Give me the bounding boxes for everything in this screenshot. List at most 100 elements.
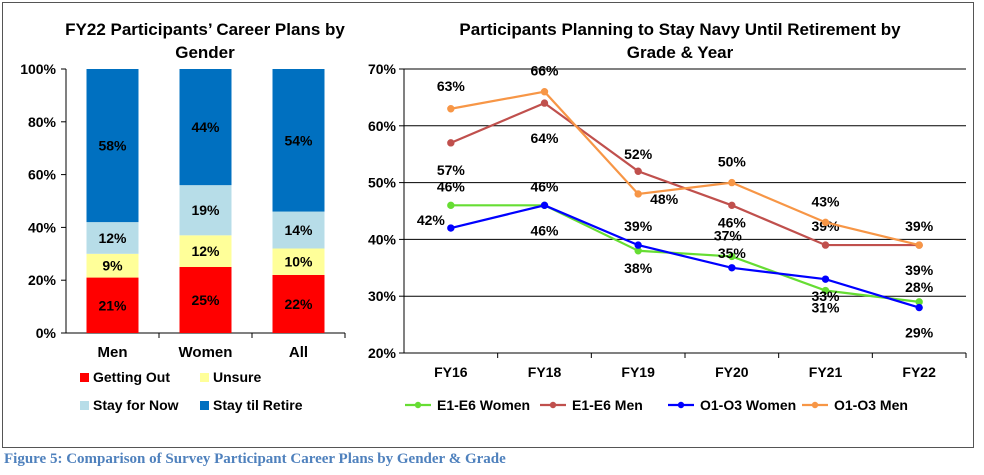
chart2-data-label: 46% <box>437 178 466 194</box>
chart1-legend-label: Unsure <box>213 369 261 385</box>
chart2-title-line2: Grade & Year <box>627 43 734 62</box>
chart2-data-point <box>540 99 549 107</box>
chart1-data-label: 21% <box>98 297 127 313</box>
chart2-y-tick-label: 20% <box>368 345 397 361</box>
chart1-title-line2: Gender <box>175 43 235 62</box>
chart2-data-label: 43% <box>811 193 840 209</box>
chart1-y-tick-label: 80% <box>28 114 57 130</box>
chart2-y-tick-label: 70% <box>368 61 397 77</box>
chart1-data-label: 9% <box>102 258 123 274</box>
chart2-data-label: 63% <box>437 78 466 94</box>
chart1-title-line1: FY22 Participants’ Career Plans by <box>65 20 345 39</box>
chart2-data-label: 39% <box>624 218 653 234</box>
chart2-x-tick-label: FY19 <box>621 364 655 380</box>
chart2-data-label: 57% <box>437 162 466 178</box>
chart2-data-label: 31% <box>811 300 840 316</box>
chart2-data-label: 66% <box>530 63 559 79</box>
chart1-legend-swatch <box>80 401 89 410</box>
chart2-x-tick-label: FY16 <box>434 364 468 380</box>
chart2-y-tick-label: 40% <box>368 231 397 247</box>
chart2-y-tick-label: 60% <box>368 118 397 134</box>
chart1-bar-segment <box>86 253 139 278</box>
chart2-title-line1: Participants Planning to Stay Navy Until… <box>459 20 901 39</box>
chart2-legend-marker <box>414 401 422 409</box>
chart2-series-line <box>450 90 920 247</box>
chart2-data-label: 38% <box>624 260 653 276</box>
chart1-data-label: 14% <box>284 222 313 238</box>
chart1-y-tick-label: 40% <box>28 219 57 235</box>
chart2-data-label: 33% <box>811 288 840 304</box>
chart2-x-tick-label: FY18 <box>528 364 562 380</box>
chart2-data-point <box>447 139 455 147</box>
chart2-x-tick-label: FY21 <box>809 364 843 380</box>
chart2-series-line <box>450 204 920 303</box>
figure-frame <box>2 2 974 448</box>
chart2-data-label: 29% <box>905 325 934 341</box>
chart1-bar-segment <box>179 235 232 267</box>
chart2-legend-label: O1-O3 Men <box>834 397 908 413</box>
chart1-data-label: 58% <box>98 138 127 154</box>
charts-canvas: FY22 Participants’ Career Plans by Gender… <box>20 20 967 413</box>
chart2-data-label: 52% <box>624 146 653 162</box>
chart1-data-label: 19% <box>191 202 220 218</box>
chart2-series-line <box>450 101 920 247</box>
chart2-data-point <box>634 190 642 198</box>
chart1-bar-segment <box>179 267 232 333</box>
chart2-legend-label: E1-E6 Women <box>437 397 530 413</box>
chart2-legend-label: O1-O3 Women <box>700 397 796 413</box>
chart1-bar-segment <box>86 222 139 254</box>
chart2-data-point <box>915 241 923 249</box>
chart2-data-label: 39% <box>905 218 934 234</box>
chart1-x-tick-label: All <box>289 344 308 361</box>
chart1-y-tick-label: 100% <box>20 61 56 77</box>
chart2-data-label: 46% <box>530 178 559 194</box>
figure-caption: Figure 5: Comparison of Survey Participa… <box>4 451 506 467</box>
chart1-y-tick-label: 20% <box>28 272 57 288</box>
chart1-legend-swatch <box>200 373 209 382</box>
chart2-data-point <box>728 201 736 210</box>
chart2-data-label: 35% <box>718 245 747 261</box>
chart1-data-label: 54% <box>284 132 313 148</box>
chart1-bar-segment <box>179 185 232 236</box>
chart2-legend-marker <box>677 401 685 409</box>
chart1-y-tick-label: 60% <box>28 167 57 183</box>
chart2-data-label: 46% <box>718 214 747 230</box>
chart2-series-line <box>450 204 920 309</box>
chart1-bar-segment <box>272 69 325 212</box>
chart2-data-point <box>821 275 830 283</box>
chart2-data-label: 50% <box>718 154 747 170</box>
chart2-data-point <box>728 264 736 272</box>
chart2-data-point <box>821 286 830 295</box>
chart1-bar-segment <box>272 248 325 275</box>
chart2-data-label: 46% <box>530 222 559 238</box>
chart1-data-label: 12% <box>191 243 220 259</box>
chart2-data-point <box>447 105 455 113</box>
chart1-data-label: 25% <box>191 292 220 308</box>
chart1-bar-segment <box>86 277 139 333</box>
chart2-data-label: 48% <box>650 191 679 207</box>
chart2-data-point <box>821 218 830 227</box>
chart2-x-tick-label: FY22 <box>902 364 936 380</box>
chart2-data-label: 37% <box>714 227 743 243</box>
chart1-bar-segment <box>86 69 139 223</box>
chart2-legend-marker <box>549 401 557 409</box>
chart2-data-label: 64% <box>530 130 559 146</box>
chart2-data-label: 39% <box>905 262 934 278</box>
chart2-data-point <box>447 224 455 232</box>
chart2-data-point <box>634 167 642 175</box>
chart1-legend-label: Getting Out <box>93 369 170 385</box>
chart2-x-tick-label: FY20 <box>715 364 749 380</box>
chart2-data-point <box>728 178 736 187</box>
chart1-x-tick-label: Men <box>98 344 128 361</box>
chart2-data-point <box>634 241 642 249</box>
chart2-legend-label: E1-E6 Men <box>572 397 643 413</box>
chart1-data-label: 12% <box>98 230 127 246</box>
chart2-data-point <box>540 88 549 96</box>
chart2-data-point <box>915 303 923 312</box>
chart2-data-label: 39% <box>811 218 840 234</box>
chart2-data-label: 28% <box>905 279 934 295</box>
chart1-data-label: 10% <box>284 254 313 270</box>
chart1-legend-label: Stay for Now <box>93 397 179 413</box>
chart2-data-label: 42% <box>417 212 446 228</box>
chart2-data-point <box>821 241 830 249</box>
